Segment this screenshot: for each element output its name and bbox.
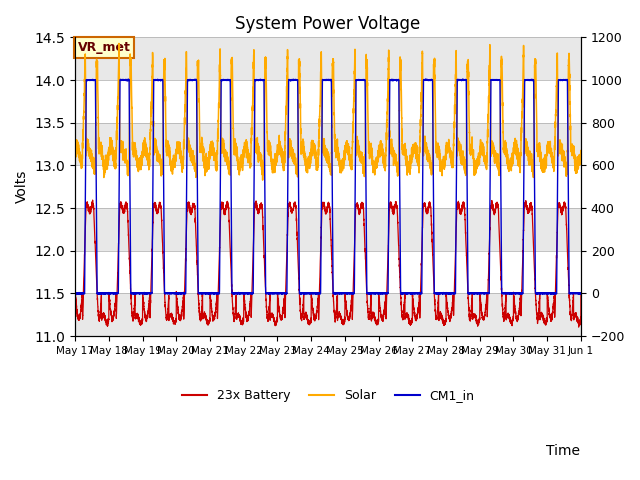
Title: System Power Voltage: System Power Voltage <box>236 15 420 33</box>
Bar <box>75 37 581 80</box>
Legend: 23x Battery, Solar, CM1_in: 23x Battery, Solar, CM1_in <box>177 384 479 407</box>
Text: VR_met: VR_met <box>77 41 131 54</box>
Bar <box>75 165 581 208</box>
Bar <box>75 80 581 123</box>
Bar <box>75 123 581 165</box>
Bar <box>75 293 581 336</box>
Bar <box>75 251 581 293</box>
Y-axis label: Volts: Volts <box>15 170 29 204</box>
Text: Time: Time <box>546 444 580 458</box>
Bar <box>75 208 581 251</box>
